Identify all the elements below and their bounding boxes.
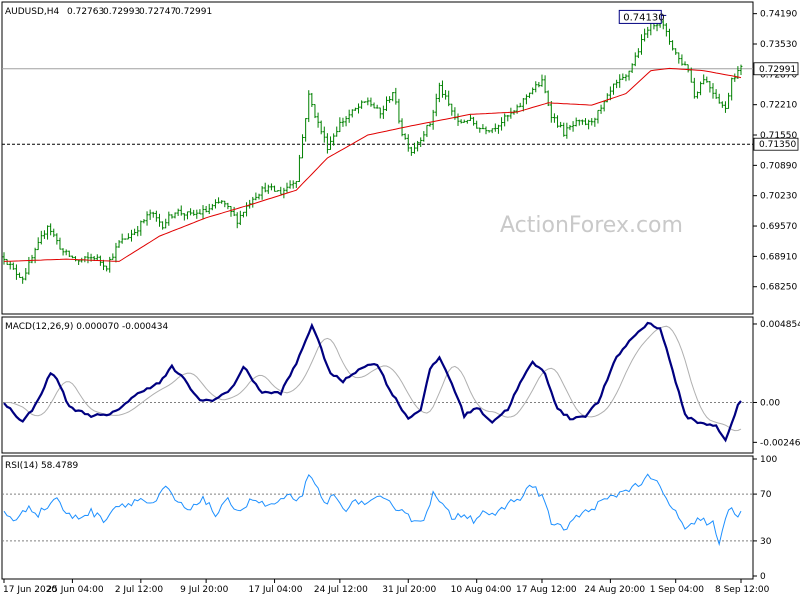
level-price-label: 0.72991 bbox=[759, 65, 796, 75]
price-horizontal-lines: 0.72991 0.71350 bbox=[2, 62, 799, 151]
macd-signal-line bbox=[4, 325, 742, 432]
level-price-label: 0.71350 bbox=[759, 140, 796, 150]
price-annotation: 0.74130 bbox=[618, 9, 667, 24]
time-tick-label: 8 Sep 12:00 bbox=[715, 585, 770, 595]
price-panel: ActionForex.com 0.741900.735300.728700.7… bbox=[1, 1, 799, 315]
rsi-tick-label: 30 bbox=[760, 537, 772, 547]
macd-tick-label: -0.002465 bbox=[760, 438, 800, 448]
rsi-tick-label: 0 bbox=[760, 572, 766, 582]
annotation-box bbox=[618, 9, 662, 24]
time-tick-label: 31 Jul 20:00 bbox=[382, 585, 436, 595]
price-tick-label: 0.70230 bbox=[760, 192, 797, 202]
rsi-axis: 100 70 30 0 bbox=[2, 455, 777, 582]
level-price-box bbox=[753, 62, 799, 76]
price-tick-label: 0.73530 bbox=[760, 40, 797, 50]
macd-panel-frame bbox=[1, 316, 754, 454]
macd-line bbox=[3, 321, 742, 443]
price-panel-frame bbox=[1, 1, 754, 315]
macd-panel: 0.004854 0.00 -0.002465 MACD(12,26,9) 0.00… bbox=[1, 316, 800, 454]
rsi-tick-label: 70 bbox=[760, 490, 772, 500]
price-tick-label: 0.68910 bbox=[760, 252, 797, 262]
time-tick-label: 9 Jul 20:00 bbox=[180, 585, 229, 595]
level-price-box bbox=[753, 137, 799, 151]
time-tick-label: 1 Sep 04:00 bbox=[650, 585, 705, 595]
rsi-panel: 100 70 30 0 RSI(14) 58.4789 bbox=[1, 455, 777, 582]
price-panel-title: AUDUSD,H4 bbox=[5, 7, 60, 17]
time-tick-label: 25 Jun 04:00 bbox=[46, 585, 103, 595]
price-tick-label: 0.74190 bbox=[760, 10, 797, 20]
rsi-panel-frame bbox=[1, 455, 754, 580]
ohlc-high: 0.72993 bbox=[103, 7, 140, 17]
ohlc-low: 0.72747 bbox=[139, 7, 176, 17]
price-tick-label: 0.71550 bbox=[760, 131, 797, 141]
price-tick-label: 0.68250 bbox=[760, 283, 797, 293]
time-tick-label: 24 Aug 20:00 bbox=[584, 585, 645, 595]
macd-tick-label: 0.00 bbox=[760, 398, 780, 408]
rsi-line bbox=[3, 473, 742, 547]
watermark: ActionForex.com bbox=[500, 213, 683, 238]
price-tick-label: 0.72870 bbox=[760, 70, 797, 80]
time-tick-label: 17 Jul 04:00 bbox=[249, 585, 303, 595]
time-tick-label: 10 Aug 04:00 bbox=[451, 585, 512, 595]
price-tick-label: 0.69570 bbox=[760, 222, 797, 232]
macd-tick-label: 0.004854 bbox=[760, 320, 800, 330]
rsi-panel-title: RSI(14) 58.4789 bbox=[5, 461, 78, 471]
time-tick-label: 2 Jul 12:00 bbox=[115, 585, 164, 595]
time-tick-label: 17 Aug 12:00 bbox=[516, 585, 577, 595]
time-tick-label: 24 Jul 12:00 bbox=[314, 585, 368, 595]
price-candles bbox=[2, 19, 743, 284]
price-tick-label: 0.72210 bbox=[760, 101, 797, 111]
price-axis: 0.74190 0.73530 0.72870 0.72210 0.71550 0.708… bbox=[753, 10, 797, 293]
rsi-tick-label: 100 bbox=[760, 455, 777, 465]
annotation-label: 0.74130 bbox=[623, 12, 664, 23]
time-tick-label: 17 Jun 2020 bbox=[3, 585, 57, 595]
price-tick-label: 0.70890 bbox=[760, 161, 797, 171]
ohlc-close: 0.72991 bbox=[175, 7, 212, 17]
ohlc-open: 0.72763 bbox=[67, 7, 104, 17]
macd-panel-title: MACD(12,26,9) 0.000070 -0.000434 bbox=[5, 322, 168, 332]
moving-average-line bbox=[3, 67, 742, 262]
